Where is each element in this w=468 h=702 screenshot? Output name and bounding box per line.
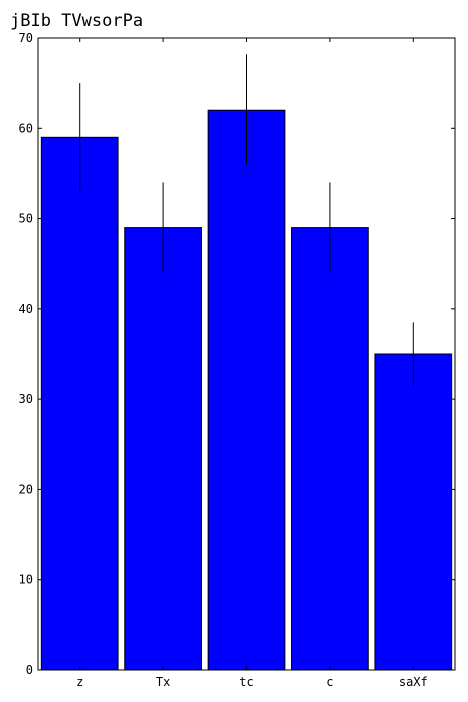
bar-c [291,227,369,671]
y-tick-label-30: 30 [19,392,33,406]
bar-z [40,136,119,671]
x-tick-label-z: z [76,675,83,689]
x-tick-label-Tx: Tx [156,675,170,689]
bar-Tx [124,227,202,671]
bar-saXf [374,353,453,671]
y-tick-label-70: 70 [19,31,33,45]
y-tick-label-40: 40 [19,302,33,316]
x-tick-label-saXf: saXf [399,675,428,689]
x-tick-label-tc: tc [239,675,253,689]
y-tick-label-10: 10 [19,573,33,587]
y-tick-label-20: 20 [19,482,33,496]
bar-tc [207,109,286,671]
y-tick-label-50: 50 [19,212,33,226]
plot-area: 0 10 20 30 40 50 60 70 z Tx tc c saXf [19,31,456,689]
y-tick-label-0: 0 [26,663,33,677]
chart-title: jBIb TVwsorPa [10,11,143,31]
y-tick-label-60: 60 [19,121,33,135]
x-tick-label-c: c [326,675,333,689]
